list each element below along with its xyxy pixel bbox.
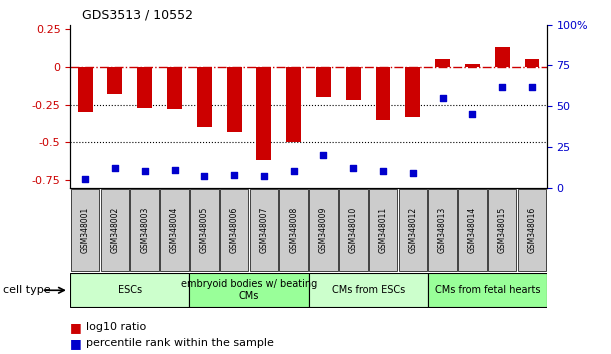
Text: GSM348014: GSM348014 xyxy=(468,207,477,253)
FancyBboxPatch shape xyxy=(190,189,219,271)
Point xyxy=(289,169,299,174)
Point xyxy=(80,177,90,182)
FancyBboxPatch shape xyxy=(279,189,308,271)
Text: GSM348008: GSM348008 xyxy=(289,207,298,253)
Bar xyxy=(197,67,212,127)
FancyBboxPatch shape xyxy=(309,273,428,307)
Text: CMs from ESCs: CMs from ESCs xyxy=(332,285,404,295)
Text: log10 ratio: log10 ratio xyxy=(86,322,146,332)
Bar xyxy=(137,67,152,108)
Text: GDS3513 / 10552: GDS3513 / 10552 xyxy=(82,8,194,21)
FancyBboxPatch shape xyxy=(458,189,487,271)
Bar xyxy=(524,59,540,67)
Text: GSM348005: GSM348005 xyxy=(200,207,209,253)
Text: ■: ■ xyxy=(70,337,82,350)
Text: GSM348001: GSM348001 xyxy=(81,207,90,253)
Text: GSM348010: GSM348010 xyxy=(349,207,357,253)
Text: GSM348003: GSM348003 xyxy=(141,207,149,253)
FancyBboxPatch shape xyxy=(189,273,309,307)
FancyBboxPatch shape xyxy=(249,189,278,271)
Bar xyxy=(286,67,301,142)
Bar xyxy=(316,67,331,97)
Bar xyxy=(435,59,450,67)
Bar xyxy=(78,67,93,112)
Text: ■: ■ xyxy=(70,321,82,334)
Point xyxy=(408,170,418,176)
FancyBboxPatch shape xyxy=(101,189,130,271)
Text: cell type: cell type xyxy=(3,285,51,295)
FancyBboxPatch shape xyxy=(398,189,427,271)
Point xyxy=(318,152,328,158)
Bar xyxy=(108,67,122,94)
FancyBboxPatch shape xyxy=(220,189,249,271)
FancyBboxPatch shape xyxy=(70,273,189,307)
Bar xyxy=(495,47,510,67)
FancyBboxPatch shape xyxy=(488,189,516,271)
Point xyxy=(229,172,239,177)
Point xyxy=(378,169,388,174)
FancyBboxPatch shape xyxy=(309,189,338,271)
Text: GSM348002: GSM348002 xyxy=(111,207,119,253)
Bar xyxy=(257,67,271,160)
FancyBboxPatch shape xyxy=(130,189,159,271)
Bar xyxy=(405,67,420,117)
Point xyxy=(170,167,180,172)
Point xyxy=(110,165,120,171)
FancyBboxPatch shape xyxy=(160,189,189,271)
Text: GSM348004: GSM348004 xyxy=(170,207,179,253)
Text: ESCs: ESCs xyxy=(118,285,142,295)
Text: GSM348007: GSM348007 xyxy=(260,207,268,253)
Text: CMs from fetal hearts: CMs from fetal hearts xyxy=(434,285,540,295)
Bar xyxy=(376,67,390,120)
Text: GSM348006: GSM348006 xyxy=(230,207,238,253)
Bar xyxy=(167,67,182,109)
FancyBboxPatch shape xyxy=(428,189,457,271)
Point xyxy=(527,84,537,90)
Point xyxy=(199,173,209,179)
Text: percentile rank within the sample: percentile rank within the sample xyxy=(86,338,273,348)
Bar xyxy=(227,67,241,132)
FancyBboxPatch shape xyxy=(428,273,547,307)
Point xyxy=(348,165,358,171)
FancyBboxPatch shape xyxy=(518,189,546,271)
FancyBboxPatch shape xyxy=(339,189,368,271)
Text: GSM348013: GSM348013 xyxy=(438,207,447,253)
Text: GSM348015: GSM348015 xyxy=(498,207,507,253)
Text: GSM348009: GSM348009 xyxy=(319,207,328,253)
Point xyxy=(259,173,269,179)
Bar xyxy=(465,64,480,67)
Point xyxy=(497,84,507,90)
Point xyxy=(437,95,447,101)
Text: embryoid bodies w/ beating
CMs: embryoid bodies w/ beating CMs xyxy=(181,279,317,301)
Text: GSM348011: GSM348011 xyxy=(379,207,387,253)
Bar xyxy=(346,67,360,100)
Point xyxy=(467,112,477,117)
Text: GSM348012: GSM348012 xyxy=(408,207,417,253)
FancyBboxPatch shape xyxy=(71,189,100,271)
Point xyxy=(140,169,150,174)
Text: GSM348016: GSM348016 xyxy=(527,207,536,253)
FancyBboxPatch shape xyxy=(368,189,397,271)
